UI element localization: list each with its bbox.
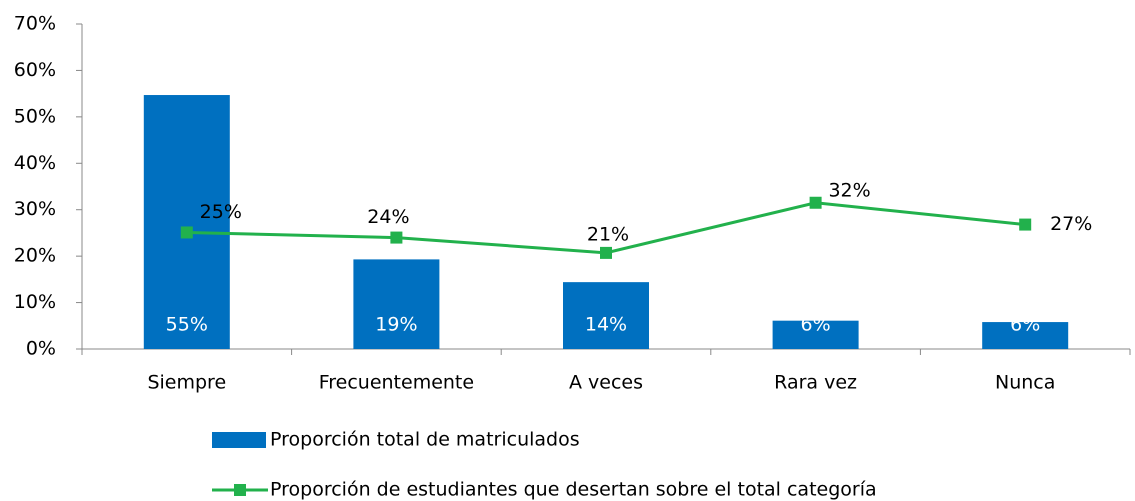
legend-label: Proporción de estudiantes que desertan s… [270, 479, 877, 501]
bar-value-label: 19% [375, 314, 417, 336]
x-tick-label: Frecuentemente [319, 372, 474, 394]
bar [772, 320, 859, 349]
line-marker [1019, 218, 1032, 231]
bar-value-label: 55% [166, 314, 208, 336]
line-value-label: 32% [828, 179, 870, 201]
y-tick-label: 10% [14, 291, 56, 313]
bar [353, 259, 440, 349]
line-value-label: 21% [587, 223, 629, 245]
legend-label: Proporción total de matriculados [270, 429, 580, 451]
line-value-label: 25% [200, 201, 242, 223]
x-tick-label: A veces [569, 372, 643, 394]
y-tick-label: 0% [26, 338, 56, 360]
bar-value-label: 14% [585, 314, 627, 336]
x-tick-label: Rara vez [774, 372, 857, 394]
y-tick-label: 40% [14, 152, 56, 174]
line-marker [180, 226, 193, 239]
bar [982, 322, 1069, 349]
line-marker [390, 231, 403, 244]
line-marker [809, 196, 822, 209]
bar-value-label: 6% [1010, 314, 1040, 336]
y-tick-label: 20% [14, 245, 56, 267]
x-tick-label: Nunca [995, 372, 1055, 394]
line-value-label: 27% [1050, 213, 1092, 235]
legend-swatch [212, 432, 266, 448]
y-tick-label: 30% [14, 198, 56, 220]
y-tick-label: 70% [14, 13, 56, 35]
line-value-label: 24% [367, 206, 409, 228]
line-marker [600, 246, 612, 259]
bar [563, 282, 649, 349]
x-tick-label: Siempre [147, 372, 226, 394]
y-tick-label: 60% [14, 59, 56, 81]
bar [143, 95, 230, 350]
legend-marker [234, 484, 246, 496]
bar-value-label: 6% [801, 314, 831, 336]
y-tick-label: 50% [14, 105, 56, 127]
